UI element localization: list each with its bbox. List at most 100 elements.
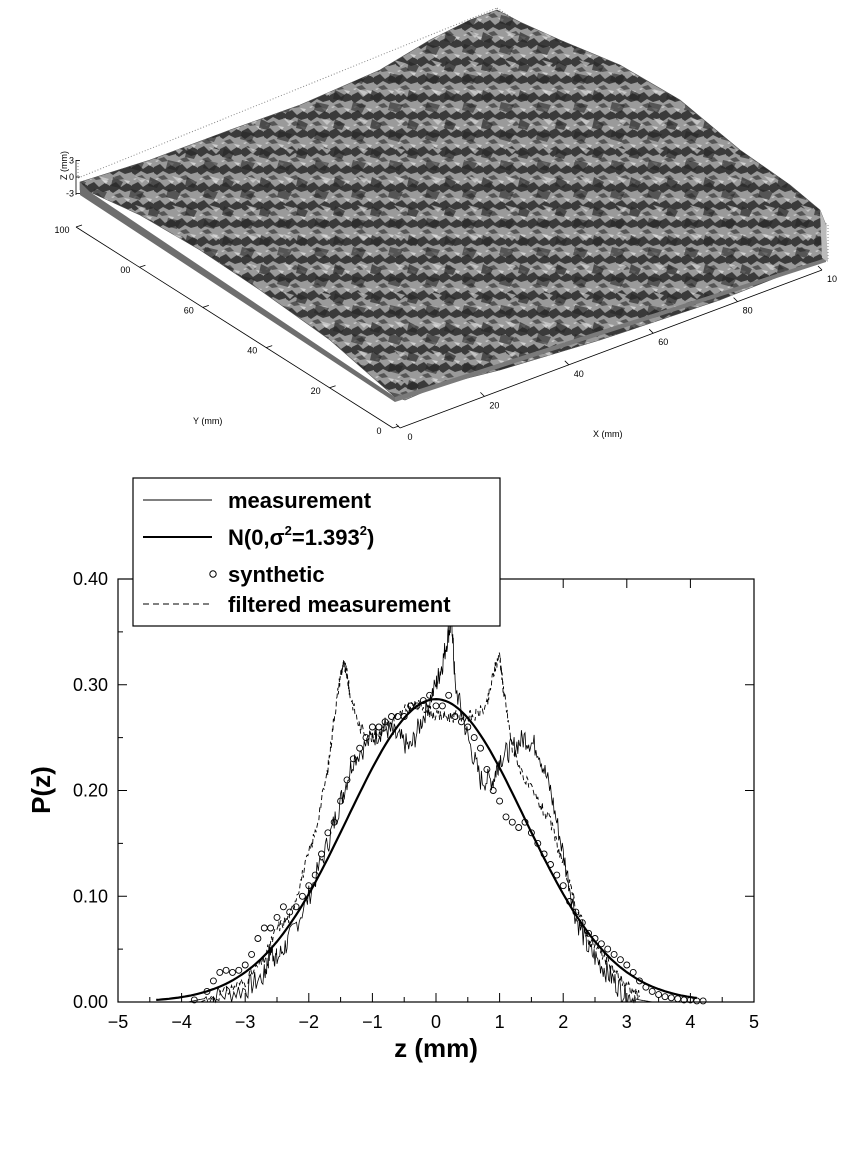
series-measurement: [187, 612, 653, 1004]
surface-z-tick-label: -3: [66, 189, 74, 199]
surface-z-tick-label: 3: [69, 156, 74, 166]
synthetic-point: [445, 691, 453, 699]
x-tick-label: 3: [622, 1012, 632, 1032]
synthetic-point: [248, 950, 256, 958]
legend-label-filtered: filtered measurement: [228, 592, 451, 617]
synthetic-point: [203, 987, 211, 995]
surface-y-tick-mark: [139, 264, 146, 268]
synthetic-point: [356, 744, 364, 752]
synthetic-point: [298, 892, 306, 900]
legend-label-normal: N(0,σ2=1.3932): [228, 523, 374, 550]
synthetic-point: [432, 702, 440, 710]
x-tick-label: 2: [558, 1012, 568, 1032]
synthetic-point: [527, 829, 535, 837]
synthetic-point: [566, 898, 574, 905]
synthetic-point: [400, 713, 408, 720]
synthetic-point: [349, 755, 357, 763]
surface-x-axis-label: X (mm): [593, 429, 623, 439]
synthetic-point: [489, 787, 497, 794]
synthetic-point: [661, 993, 669, 1001]
synthetic-point: [477, 744, 484, 752]
x-axis-label: z (mm): [394, 1033, 478, 1063]
surface-z-tick-label: 0: [69, 172, 74, 182]
synthetic-point: [655, 991, 663, 999]
surface-x-ticks: 0 20 40 60 80 10: [395, 265, 837, 442]
surface-panel: 0 20 40 60 00 100 0 20 40 60 80 10 3 0 -3 Y (mm) X (…: [54, 7, 837, 442]
surface-y-tick-label: 00: [120, 265, 130, 275]
synthetic-point: [597, 940, 605, 948]
synthetic-point: [686, 996, 694, 1004]
legend-box: [132, 477, 501, 627]
synthetic-point: [337, 797, 345, 805]
x-tick-label: 0: [431, 1012, 441, 1032]
surface-y-tick-label: 0: [376, 426, 381, 436]
synthetic-point: [216, 968, 224, 976]
x-tick-label: 5: [749, 1012, 759, 1032]
synthetic-point: [604, 945, 612, 953]
synthetic-point: [547, 861, 554, 868]
legend-label-measurement: measurement: [228, 488, 372, 513]
surface-x-tick-label: 20: [489, 400, 499, 410]
y-tick-label: 0.40: [73, 569, 108, 589]
surface-y-tick-label: 60: [184, 305, 194, 315]
synthetic-point: [330, 818, 338, 826]
synthetic-point: [610, 950, 618, 958]
synthetic-point: [464, 723, 472, 731]
surface-y-tick-mark: [75, 224, 83, 228]
x-tick-label: 1: [495, 1012, 505, 1032]
surface-y-tick-mark: [202, 305, 209, 308]
y-tick-label: 0.30: [73, 675, 108, 695]
synthetic-point: [368, 723, 376, 731]
legend: measurement N(0,σ2=1.3932) synthetic fil…: [132, 477, 501, 627]
surface-z-ticks: 3 0 -3: [66, 156, 80, 199]
synthetic-point: [521, 818, 529, 826]
synthetic-point: [648, 987, 656, 995]
surface-x-tick-mark: [480, 392, 485, 397]
synthetic-point: [190, 996, 198, 1004]
synthetic-point: [279, 903, 287, 911]
surface-x-tick-label: 80: [743, 306, 753, 316]
synthetic-point: [375, 723, 383, 731]
synthetic-point: [318, 850, 325, 858]
surface-side-right: [820, 210, 828, 262]
synthetic-point: [483, 765, 491, 773]
surface-y-tick-label: 40: [247, 346, 257, 356]
synthetic-point: [515, 824, 523, 831]
synthetic-point: [616, 956, 624, 964]
synthetic-point: [674, 995, 682, 1003]
synthetic-point: [241, 961, 249, 969]
synthetic-point: [222, 966, 230, 974]
distribution-plot: −5 −4 −3 −2 −1 0 1 2 3 4 5 0.00 0.10 0.20 0.30 0.40 z (…: [26, 477, 759, 1063]
surface-x-tick-label: 0: [407, 432, 412, 442]
synthetic-point: [496, 797, 504, 805]
x-tick-label: −4: [171, 1012, 192, 1032]
synthetic-point: [667, 994, 675, 1002]
x-tick-label: 4: [685, 1012, 695, 1032]
x-tick-label: −2: [299, 1012, 320, 1032]
synthetic-point: [381, 718, 389, 726]
synthetic-point: [534, 839, 542, 847]
synthetic-point: [623, 961, 631, 969]
surface-x-tick-label: 60: [658, 337, 668, 347]
synthetic-point: [229, 968, 236, 976]
synthetic-point: [629, 968, 637, 976]
x-tick-label: −1: [362, 1012, 383, 1032]
synthetic-point: [413, 702, 421, 710]
surface-x-tick-mark: [395, 423, 401, 429]
synthetic-point: [572, 908, 580, 916]
surface-y-tick-mark: [329, 385, 336, 389]
synthetic-point: [642, 983, 650, 991]
synthetic-point: [426, 691, 434, 699]
surface-y-tick-label: 100: [54, 225, 69, 235]
synthetic-point: [693, 997, 701, 1005]
surface-z-axis-label: Z (mm): [59, 151, 69, 180]
surface-axes: [75, 160, 823, 429]
y-tick-label: 0.20: [73, 781, 108, 801]
synthetic-point: [292, 903, 300, 911]
surface-front-wall-left: [80, 182, 395, 402]
synthetic-point: [235, 966, 243, 974]
y-axis-label: P(z): [26, 766, 56, 814]
synthetic-point: [699, 997, 707, 1005]
synthetic-point: [311, 871, 319, 879]
synthetic-point: [343, 776, 351, 784]
